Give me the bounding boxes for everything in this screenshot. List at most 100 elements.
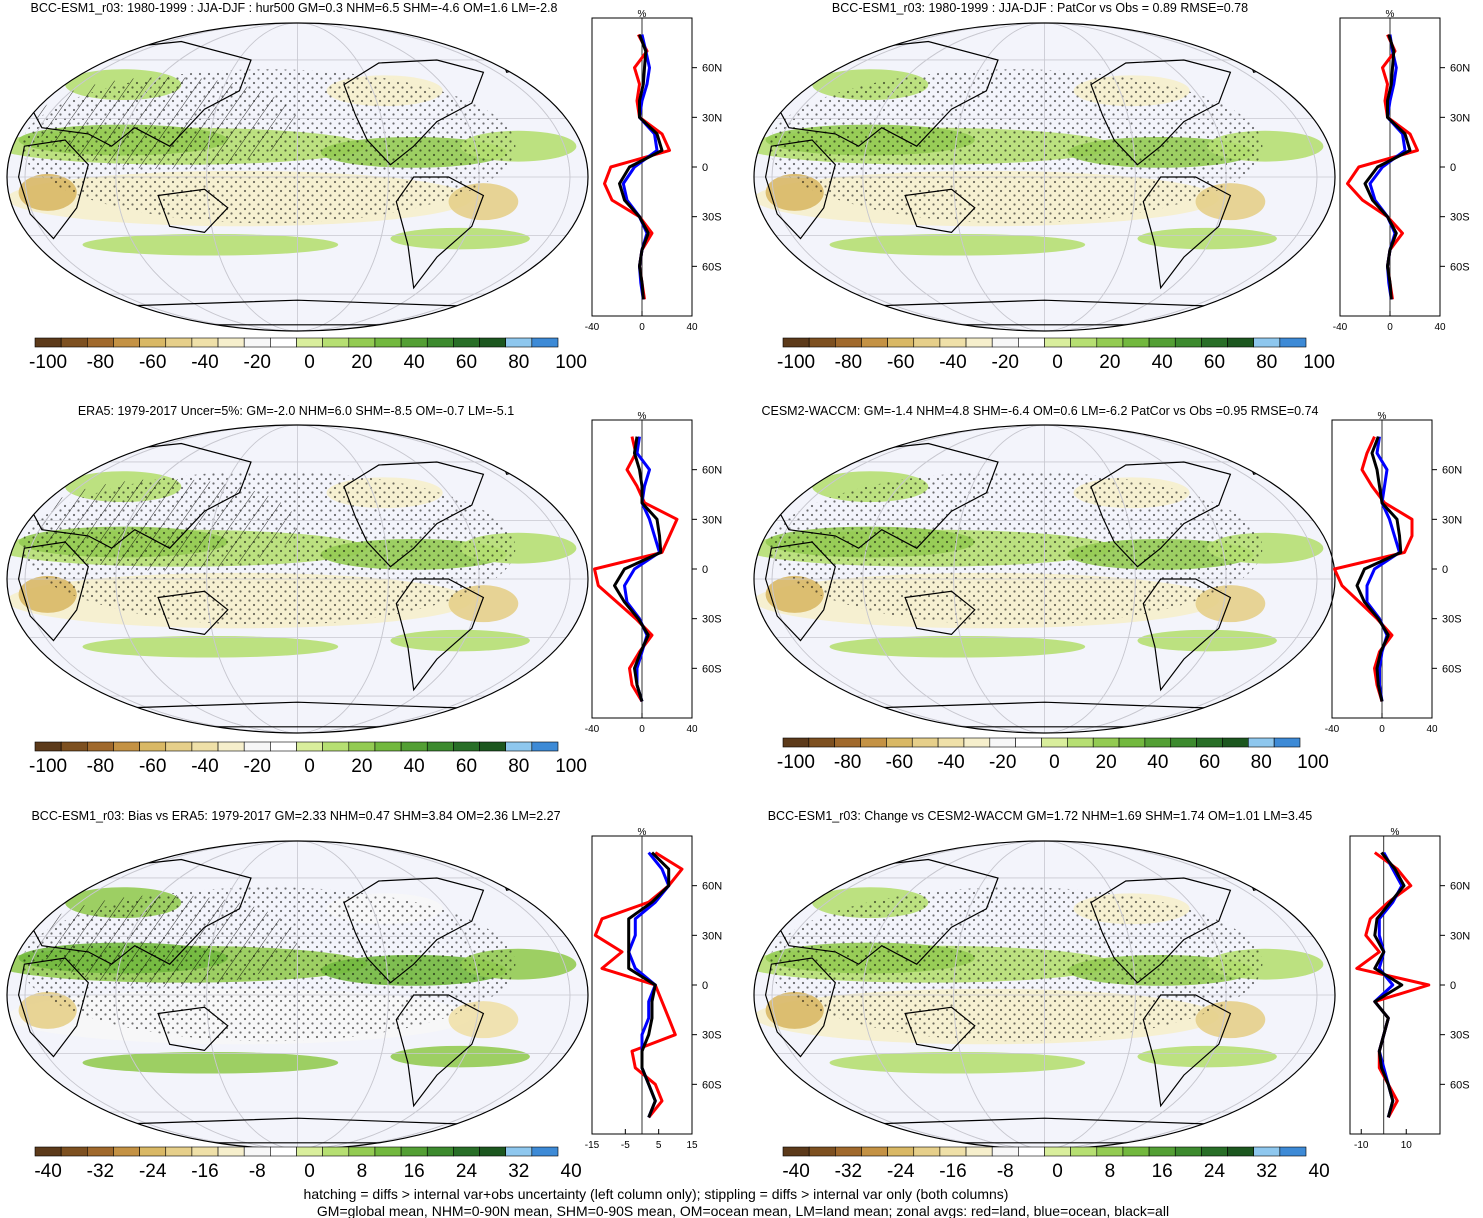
zonal-x-tick-label: -5 bbox=[621, 1140, 630, 1151]
colorbar-label: 100 bbox=[1297, 752, 1329, 773]
colorbar-swatch bbox=[991, 337, 1019, 348]
colorbar-label: -100 bbox=[777, 752, 815, 773]
colorbar-label: -40 bbox=[939, 352, 966, 373]
colorbar-swatch bbox=[479, 741, 506, 752]
footer-note-2: GM=global mean, NHM=0-90N mean, SHM=0-90… bbox=[317, 1203, 1169, 1218]
zonal-series-all bbox=[1355, 436, 1403, 702]
colorbar-swatch bbox=[913, 337, 941, 348]
colorbar-label: -32 bbox=[87, 1161, 114, 1182]
colorbar-label: -32 bbox=[835, 1161, 862, 1182]
colorbar: -100 -80 -60 -40 -20 0 20 40 60 80 100 bbox=[29, 741, 587, 777]
coastline bbox=[1142, 994, 1232, 1108]
zonal-y-tick-label: 60N bbox=[1450, 881, 1470, 893]
zonal-y-tick-label: 60S bbox=[1450, 261, 1470, 273]
colorbar-swatch bbox=[1018, 337, 1045, 348]
field-patch bbox=[82, 233, 339, 256]
colorbar-swatch bbox=[1092, 737, 1120, 748]
coastline bbox=[494, 439, 549, 476]
colorbar-swatch bbox=[1044, 1146, 1071, 1157]
colorbar-swatch bbox=[60, 1146, 88, 1157]
zonal-series-all bbox=[1373, 851, 1406, 1118]
zonal-series-all bbox=[618, 34, 664, 300]
zonal-y-tick-label: 30S bbox=[702, 212, 722, 224]
colorbar-label: 20 bbox=[351, 756, 372, 777]
colorbar-label: 40 bbox=[1147, 752, 1168, 773]
coastline bbox=[1090, 461, 1232, 568]
colorbar-swatch bbox=[1222, 737, 1249, 748]
colorbar-swatch bbox=[296, 741, 323, 752]
colorbar-label: 20 bbox=[1099, 352, 1120, 373]
colorbar-swatch bbox=[1018, 1146, 1045, 1157]
zonal-y-tick-label: 60S bbox=[702, 663, 722, 675]
colorbar-swatch bbox=[861, 1146, 888, 1157]
zonal-y-tick-label: 60N bbox=[1450, 63, 1470, 75]
zonal-y-tick-label: 0 bbox=[702, 980, 708, 992]
colorbar-swatch bbox=[1227, 337, 1255, 348]
colorbar-label: 100 bbox=[1303, 352, 1335, 373]
zonal-unit-label: % bbox=[1378, 411, 1387, 422]
colorbar-swatch bbox=[400, 1146, 428, 1157]
graticule-line bbox=[771, 23, 1318, 331]
colorbar-label: 0 bbox=[1052, 1161, 1063, 1182]
colorbar-label: 100 bbox=[555, 352, 587, 373]
zonal-unit-label: % bbox=[638, 9, 647, 20]
colorbar-swatch bbox=[505, 1146, 533, 1157]
colorbar-swatch bbox=[1227, 1146, 1255, 1157]
graticule-line bbox=[24, 425, 571, 733]
colorbar: -100 -80 -60 -40 -20 0 20 40 60 80 100 bbox=[29, 337, 587, 373]
colorbar-swatch bbox=[426, 337, 454, 348]
panel-5: BCC-ESM1_r03: Bias vs ERA5: 1979-2017 GM… bbox=[6, 809, 722, 1182]
colorbar-swatch bbox=[87, 741, 114, 752]
graticule-line bbox=[771, 841, 1318, 1149]
field-patch bbox=[1137, 227, 1277, 250]
colorbar-swatch bbox=[834, 1146, 862, 1157]
colorbar-swatch bbox=[243, 337, 271, 348]
hatching bbox=[36, 478, 298, 572]
graticule-line bbox=[953, 425, 1136, 733]
colorbar-swatch bbox=[60, 741, 88, 752]
colorbar-swatch bbox=[139, 337, 167, 348]
graticule-line bbox=[206, 841, 389, 1149]
map-border bbox=[6, 424, 589, 734]
colorbar-label: 20 bbox=[1096, 752, 1117, 773]
zonal-x-tick-label: 40 bbox=[1426, 724, 1438, 735]
zonal-y-tick-label: 0 bbox=[1450, 980, 1456, 992]
coastline bbox=[1090, 59, 1232, 166]
colorbar: -40 -32 -24 -16 -8 0 8 16 24 32 40 bbox=[34, 1146, 582, 1182]
colorbar-swatch bbox=[531, 741, 559, 752]
colorbar-swatch bbox=[296, 337, 323, 348]
colorbar-label: -20 bbox=[244, 756, 271, 777]
zonal-series-land bbox=[1333, 435, 1414, 702]
colorbar-swatch bbox=[911, 737, 939, 748]
zonal-y-tick-label: 0 bbox=[702, 564, 708, 576]
zonal-x-tick-label: 40 bbox=[686, 724, 698, 735]
zonal-y-tick-label: 30N bbox=[702, 112, 722, 124]
colorbar-swatch bbox=[861, 337, 888, 348]
colorbar-swatch bbox=[887, 337, 915, 348]
zonal-y-tick-label: 60N bbox=[702, 881, 722, 893]
colorbar-label: 8 bbox=[357, 1161, 368, 1182]
zonal-x-tick-label: 0 bbox=[639, 322, 645, 333]
zonal-x-tick-label: -40 bbox=[585, 724, 600, 735]
coastline bbox=[343, 59, 485, 166]
colorbar-swatch bbox=[808, 337, 836, 348]
zonal-y-tick-label: 60S bbox=[702, 1079, 722, 1091]
colorbar-label: 0 bbox=[304, 1161, 315, 1182]
colorbar-label: -8 bbox=[997, 1161, 1014, 1182]
zonal-x-tick-label: -10 bbox=[1354, 1140, 1369, 1151]
colorbar-swatch bbox=[1174, 1146, 1202, 1157]
field-patch bbox=[390, 1045, 530, 1068]
colorbar-swatch bbox=[113, 1146, 140, 1157]
colorbar-label: 16 bbox=[1152, 1161, 1173, 1182]
zonal-y-tick-label: 0 bbox=[1442, 564, 1448, 576]
colorbar-label: 80 bbox=[508, 352, 529, 373]
colorbar-swatch bbox=[1170, 737, 1197, 748]
zonal-series-all bbox=[1363, 34, 1412, 300]
zonal-mean-plot: % -40 0 40 60N 30N 0 30S 60S bbox=[585, 9, 722, 333]
colorbar-label: 60 bbox=[456, 756, 477, 777]
colorbar-label: 0 bbox=[1049, 752, 1060, 773]
colorbar-swatch bbox=[1279, 1146, 1307, 1157]
panel-title: BCC-ESM1_r03: Bias vs ERA5: 1979-2017 GM… bbox=[31, 809, 560, 823]
footer-note-1: hatching = diffs > internal var+obs unce… bbox=[304, 1186, 1009, 1202]
map-field bbox=[754, 841, 1335, 1149]
